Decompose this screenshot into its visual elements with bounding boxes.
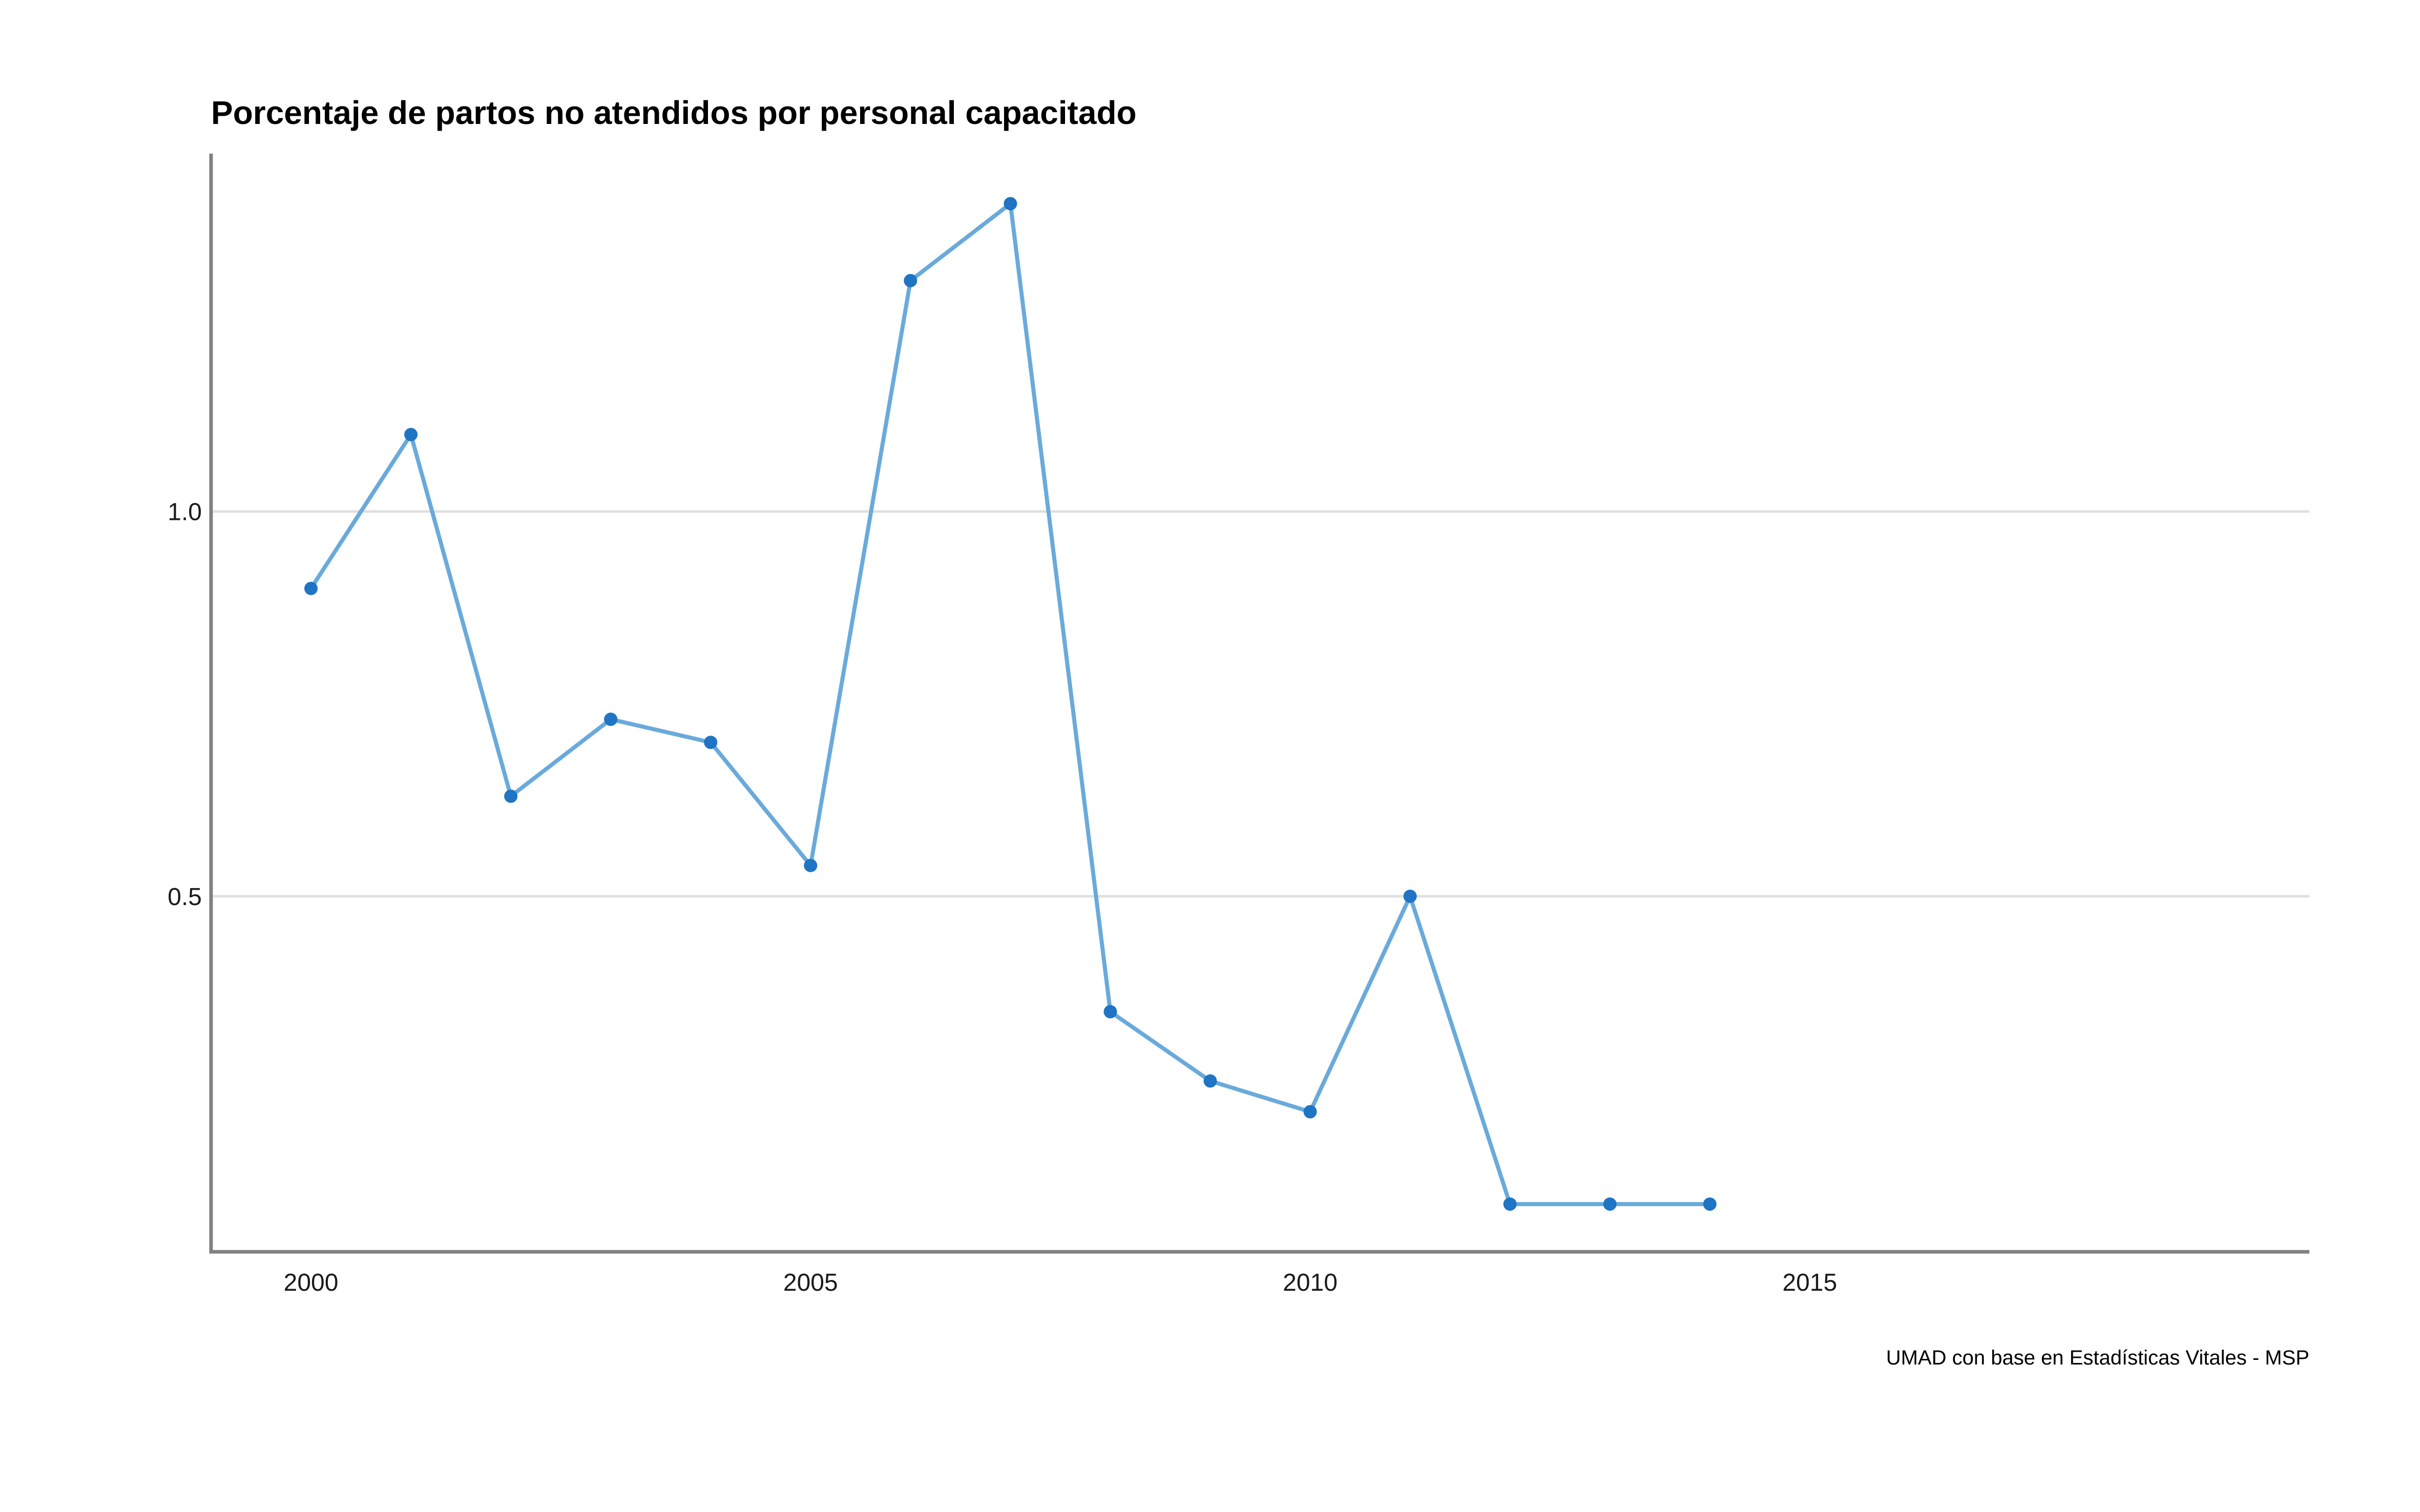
data-point bbox=[1004, 197, 1017, 211]
chart-title: Porcentaje de partos no atendidos por pe… bbox=[211, 94, 1137, 131]
y-tick-label: 1.0 bbox=[168, 499, 202, 526]
data-point bbox=[1603, 1197, 1617, 1211]
data-point bbox=[704, 736, 718, 749]
chart-caption: UMAD con base en Estadísticas Vitales - … bbox=[1886, 1347, 2309, 1369]
data-point bbox=[604, 712, 618, 726]
data-point bbox=[1403, 889, 1417, 903]
x-tick-label: 2015 bbox=[1782, 1269, 1837, 1296]
tick-labels: 0.5 1.0 2000 2005 2010 2015 bbox=[168, 499, 1837, 1296]
data-point bbox=[1503, 1197, 1517, 1211]
series-line-path bbox=[309, 201, 1712, 1206]
data-point bbox=[504, 789, 518, 803]
data-point bbox=[1203, 1074, 1217, 1088]
gridlines bbox=[211, 510, 2309, 898]
data-point bbox=[904, 274, 917, 287]
data-point bbox=[1303, 1105, 1317, 1119]
data-point bbox=[1103, 1005, 1117, 1019]
data-points bbox=[304, 197, 1717, 1211]
x-tick-label: 2010 bbox=[1283, 1269, 1338, 1296]
series-line bbox=[309, 201, 1712, 1206]
data-point bbox=[1703, 1197, 1717, 1211]
data-point bbox=[404, 428, 418, 442]
data-point bbox=[304, 581, 318, 595]
x-tick-label: 2005 bbox=[783, 1269, 838, 1296]
axes bbox=[209, 154, 2309, 1254]
y-tick-label: 0.5 bbox=[168, 884, 202, 911]
x-tick-label: 2000 bbox=[284, 1269, 339, 1296]
data-point bbox=[804, 858, 818, 872]
